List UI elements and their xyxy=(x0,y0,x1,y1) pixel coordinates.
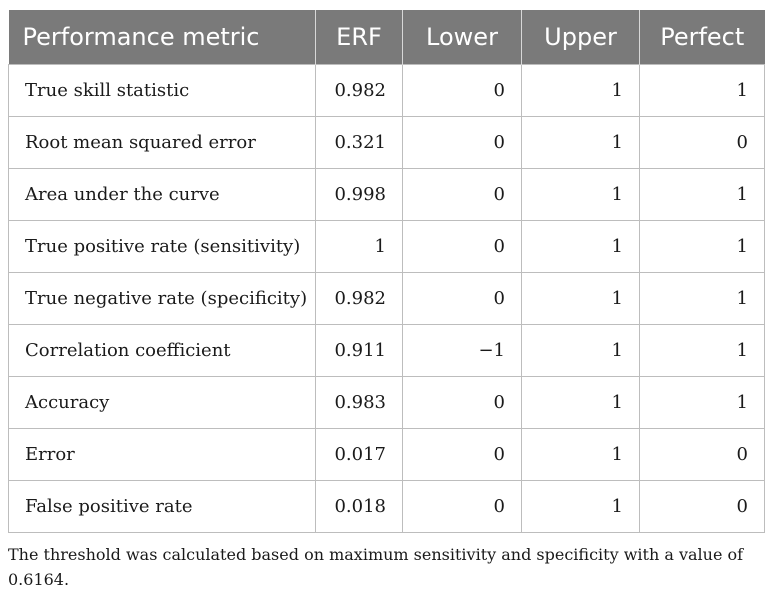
cell-erf: 0.998 xyxy=(315,168,403,221)
cell-perfect: 1 xyxy=(639,220,765,273)
cell-perfect: 1 xyxy=(639,64,765,117)
cell-lower: 0 xyxy=(402,64,522,117)
cell-upper: 1 xyxy=(521,64,640,117)
cell-upper: 1 xyxy=(521,168,640,221)
table-row: True positive rate (sensitivity) 1 0 1 1 xyxy=(8,220,765,273)
cell-erf: 0.911 xyxy=(315,324,403,377)
header-lower: Lower xyxy=(402,10,522,65)
metrics-table: Performance metric ERF Lower Upper Perfe… xyxy=(8,10,765,533)
header-perfect: Perfect xyxy=(639,10,765,65)
cell-perfect: 0 xyxy=(639,428,765,481)
cell-perfect: 1 xyxy=(639,168,765,221)
cell-lower: 0 xyxy=(402,272,522,325)
table-row: True skill statistic 0.982 0 1 1 xyxy=(8,64,765,117)
cell-erf: 0.982 xyxy=(315,272,403,325)
cell-erf: 0.017 xyxy=(315,428,403,481)
cell-erf: 0.321 xyxy=(315,116,403,169)
cell-erf: 0.982 xyxy=(315,64,403,117)
cell-perfect: 1 xyxy=(639,376,765,429)
cell-upper: 1 xyxy=(521,480,640,533)
cell-upper: 1 xyxy=(521,116,640,169)
table-row: True negative rate (specificity) 0.982 0… xyxy=(8,272,765,325)
cell-lower: 0 xyxy=(402,168,522,221)
header-erf: ERF xyxy=(315,10,403,65)
cell-upper: 1 xyxy=(521,324,640,377)
table-row: Area under the curve 0.998 0 1 1 xyxy=(8,168,765,221)
cell-metric: True skill statistic xyxy=(8,64,316,117)
cell-perfect: 0 xyxy=(639,480,765,533)
cell-metric: Area under the curve xyxy=(8,168,316,221)
metrics-table-container: Performance metric ERF Lower Upper Perfe… xyxy=(8,10,765,533)
table-header: Performance metric ERF Lower Upper Perfe… xyxy=(8,10,765,65)
cell-metric: Root mean squared error xyxy=(8,116,316,169)
cell-upper: 1 xyxy=(521,428,640,481)
header-row: Performance metric ERF Lower Upper Perfe… xyxy=(8,10,765,65)
table-footnote: The threshold was calculated based on ma… xyxy=(8,545,744,589)
cell-perfect: 1 xyxy=(639,272,765,325)
cell-lower: −1 xyxy=(402,324,522,377)
cell-erf: 1 xyxy=(315,220,403,273)
cell-upper: 1 xyxy=(521,272,640,325)
cell-lower: 0 xyxy=(402,428,522,481)
cell-lower: 0 xyxy=(402,480,522,533)
table-body: True skill statistic 0.982 0 1 1 Root me… xyxy=(8,64,765,533)
header-upper: Upper xyxy=(521,10,640,65)
table-row: Error 0.017 0 1 0 xyxy=(8,428,765,481)
cell-metric: False positive rate xyxy=(8,480,316,533)
cell-erf: 0.018 xyxy=(315,480,403,533)
cell-perfect: 1 xyxy=(639,324,765,377)
cell-perfect: 0 xyxy=(639,116,765,169)
cell-upper: 1 xyxy=(521,376,640,429)
cell-upper: 1 xyxy=(521,220,640,273)
cell-metric: Correlation coefficient xyxy=(8,324,316,377)
cell-erf: 0.983 xyxy=(315,376,403,429)
cell-metric: True negative rate (specificity) xyxy=(8,272,316,325)
cell-lower: 0 xyxy=(402,220,522,273)
cell-lower: 0 xyxy=(402,116,522,169)
table-row: False positive rate 0.018 0 1 0 xyxy=(8,480,765,533)
cell-metric: True positive rate (sensitivity) xyxy=(8,220,316,273)
table-row: Correlation coefficient 0.911 −1 1 1 xyxy=(8,324,765,377)
table-row: Accuracy 0.983 0 1 1 xyxy=(8,376,765,429)
cell-metric: Accuracy xyxy=(8,376,316,429)
cell-lower: 0 xyxy=(402,376,522,429)
header-performance-metric: Performance metric xyxy=(8,10,316,65)
table-row: Root mean squared error 0.321 0 1 0 xyxy=(8,116,765,169)
cell-metric: Error xyxy=(8,428,316,481)
